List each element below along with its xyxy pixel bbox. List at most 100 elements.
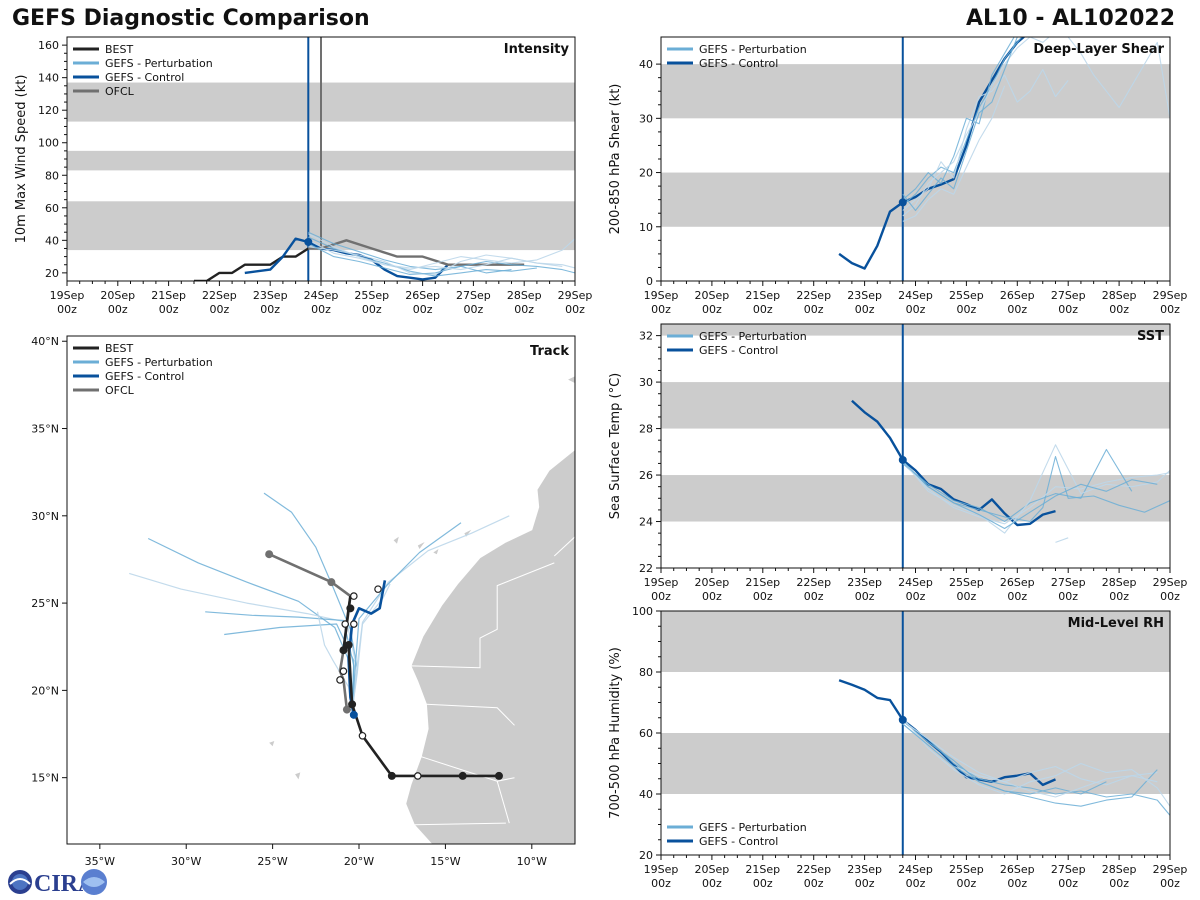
legend-label: BEST — [105, 43, 133, 56]
x-tick-label: 00z — [464, 303, 484, 316]
x-tick-label: 00z — [514, 303, 534, 316]
y-tick-label: 24 — [639, 516, 653, 529]
rh-plot-area — [661, 611, 1170, 855]
x-tick-label: 28Sep — [1102, 863, 1137, 876]
track-point — [265, 550, 274, 559]
track-plot-area — [67, 336, 575, 844]
legend-label: GEFS - Control — [105, 370, 184, 383]
lon-tick-label: 10°W — [517, 855, 547, 868]
track-point-open — [341, 620, 349, 628]
sst-plot-area — [661, 324, 1170, 568]
lat-tick-label: 20°N — [31, 684, 59, 697]
y-tick-label: 30 — [639, 376, 653, 389]
series-line-control — [838, 679, 1056, 787]
x-tick-label: 25Sep — [354, 289, 389, 302]
series-line-pert — [902, 37, 1015, 201]
panel-title: Track — [530, 344, 569, 359]
country-border — [553, 536, 575, 557]
x-tick-label: 00z — [1160, 590, 1180, 603]
intensity-plot-area — [67, 37, 575, 281]
x-tick-label: 26Sep — [1000, 289, 1035, 302]
x-tick-label: 21Sep — [745, 289, 780, 302]
x-tick-label: 00z — [702, 877, 722, 890]
y-tick-label: 20 — [639, 849, 653, 862]
series-line-pert — [902, 720, 1158, 807]
y-tick-label: 26 — [639, 469, 653, 482]
x-tick-label: 00z — [651, 590, 671, 603]
island — [393, 536, 399, 544]
track-point — [339, 646, 348, 655]
x-tick-label: 00z — [1058, 590, 1078, 603]
track-point — [344, 640, 353, 649]
x-tick-label: 27Sep — [1051, 289, 1086, 302]
x-tick-label: 00z — [1058, 877, 1078, 890]
country-border — [426, 703, 515, 726]
x-tick-label: 29Sep — [1153, 576, 1188, 589]
track-point-open — [374, 585, 382, 593]
panel-title: SST — [1137, 329, 1164, 344]
legend-label: GEFS - Perturbation — [105, 57, 213, 70]
panel-title: Mid-Level RH — [1068, 616, 1164, 631]
legend-label: GEFS - Control — [699, 835, 778, 848]
y-tick-label: 40 — [639, 58, 653, 71]
shear-chart: 01020304019Sep00z20Sep00z21Sep00z22Sep00… — [608, 36, 1188, 316]
cira-logo-icon: CIRA — [8, 869, 107, 897]
lon-tick-label: 20°W — [344, 855, 374, 868]
x-tick-label: 28Sep — [1102, 576, 1137, 589]
x-tick-label: 25Sep — [949, 863, 984, 876]
track-point — [387, 771, 396, 780]
x-tick-label: 25Sep — [949, 576, 984, 589]
y-tick-label: 100 — [632, 605, 653, 618]
x-tick-label: 22Sep — [796, 863, 831, 876]
x-tick-label: 00z — [1109, 590, 1129, 603]
x-tick-label: 00z — [957, 303, 977, 316]
series-line-pert — [308, 243, 512, 276]
africa-landmass — [405, 448, 575, 844]
series-line-pert_light — [902, 444, 1170, 534]
x-tick-label: 20Sep — [695, 289, 730, 302]
x-tick-label: 00z — [210, 303, 230, 316]
x-tick-label: 26Sep — [1000, 576, 1035, 589]
x-tick-label: 21Sep — [151, 289, 186, 302]
series-line-pert_light — [308, 238, 575, 271]
x-tick-label: 23Sep — [847, 576, 882, 589]
threshold-band — [661, 324, 1170, 336]
x-tick-label: 00z — [651, 303, 671, 316]
x-tick-label: 00z — [362, 303, 382, 316]
lat-tick-label: 25°N — [31, 597, 59, 610]
x-tick-label: 00z — [1007, 590, 1027, 603]
legend-label: GEFS - Control — [105, 71, 184, 84]
x-tick-label: 23Sep — [253, 289, 288, 302]
legend-label: GEFS - Perturbation — [699, 43, 807, 56]
x-tick-label: 25Sep — [949, 289, 984, 302]
y-tick-label: 60 — [45, 202, 59, 215]
x-tick-label: 24Sep — [898, 863, 933, 876]
y-tick-label: 40 — [639, 788, 653, 801]
y-tick-label: 80 — [45, 169, 59, 182]
series-point — [304, 237, 313, 246]
lon-tick-label: 35°W — [85, 855, 115, 868]
x-tick-label: 21Sep — [745, 576, 780, 589]
series-line-pert_light — [902, 85, 1006, 222]
storm-id: AL10 - AL102022 — [966, 6, 1175, 31]
x-tick-label: 00z — [855, 590, 875, 603]
legend-label: GEFS - Perturbation — [105, 356, 213, 369]
x-tick-label: 00z — [753, 590, 773, 603]
threshold-band — [661, 733, 1170, 794]
y-tick-label: 28 — [639, 423, 653, 436]
x-tick-label: 29Sep — [1153, 289, 1188, 302]
x-tick-label: 20Sep — [695, 863, 730, 876]
x-tick-label: 24Sep — [898, 289, 933, 302]
y-tick-label: 0 — [646, 275, 653, 288]
track-point — [342, 705, 351, 714]
cira-logo: CIRA — [4, 866, 108, 898]
series-line-pert — [902, 723, 1107, 795]
legend-label: OFCL — [105, 384, 135, 397]
series-line-pert_light — [902, 37, 1170, 217]
series-line-pert — [902, 37, 1023, 206]
x-tick-label: 00z — [906, 877, 926, 890]
track-point — [348, 700, 357, 709]
x-tick-label: 19Sep — [50, 289, 85, 302]
series-line-control — [851, 399, 1056, 527]
legend-label: GEFS - Perturbation — [699, 330, 807, 343]
